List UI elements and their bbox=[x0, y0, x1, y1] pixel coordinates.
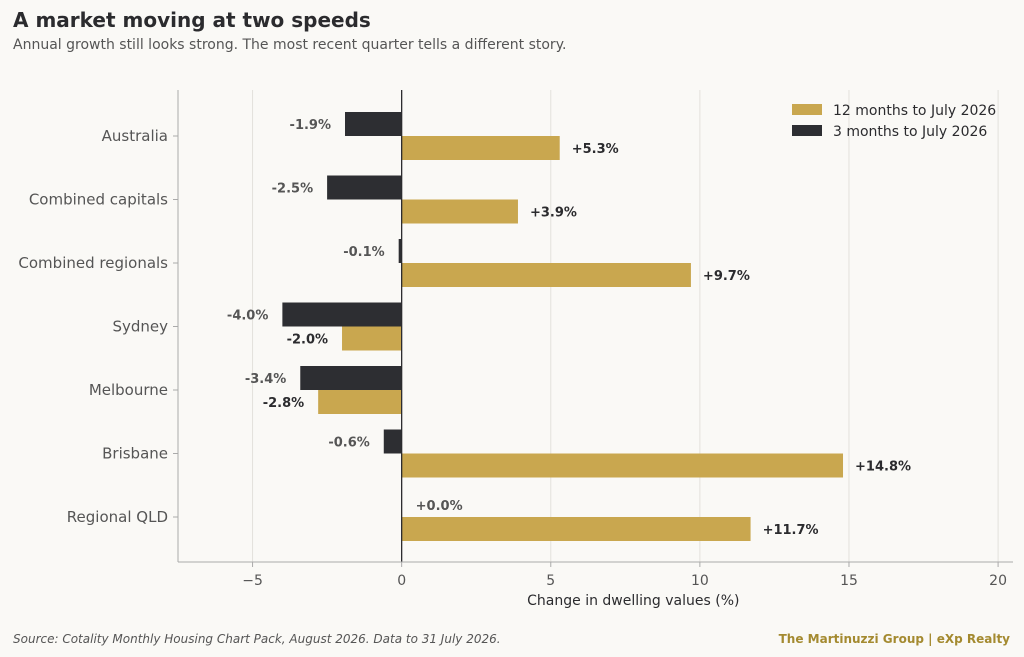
bar-12m-bar-6 bbox=[401, 517, 751, 541]
category-label-2: Combined regionals bbox=[18, 254, 168, 272]
bar-12m-bar-3 bbox=[342, 326, 402, 351]
bar-12m-bar-5 bbox=[401, 453, 844, 478]
bar-12m-bar-4 bbox=[318, 390, 402, 414]
bar-12m-bar-1 bbox=[401, 199, 518, 224]
grid-lines bbox=[252, 90, 999, 562]
bar-3m-bar-0 bbox=[345, 112, 402, 136]
x-tick-label-4: 15 bbox=[840, 573, 858, 589]
category-label-1: Combined capitals bbox=[29, 191, 168, 209]
legend-swatch-0 bbox=[792, 104, 822, 115]
x-axis-label: Change in dwelling values (%) bbox=[527, 593, 739, 609]
legend-label-1: 3 months to July 2026 bbox=[833, 124, 987, 140]
data-label-3m-0: -1.9% bbox=[290, 118, 331, 133]
brand-credit: The Martinuzzi Group | eXp Realty bbox=[778, 632, 1010, 646]
bar-12m-bar-2 bbox=[401, 263, 691, 287]
bars bbox=[282, 112, 844, 541]
bar-3m-bar-5 bbox=[383, 429, 402, 454]
data-labels: +5.3% -1.9% +3.9% -2.5% +9.7% -0.1% -2.0% -4.0%… bbox=[227, 118, 911, 538]
data-label-3m-4: -3.4% bbox=[245, 372, 286, 387]
data-label-12m-2: +9.7% bbox=[703, 269, 750, 284]
bar-3m-bar-1 bbox=[327, 175, 402, 200]
data-label-3m-2: -0.1% bbox=[343, 245, 384, 260]
legend-label-0: 12 months to July 2026 bbox=[833, 103, 996, 119]
category-label-5: Brisbane bbox=[102, 445, 168, 463]
data-label-12m-5: +14.8% bbox=[855, 460, 911, 475]
bar-3m-bar-4 bbox=[300, 366, 402, 390]
x-tick-label-2: 5 bbox=[546, 573, 555, 589]
data-label-12m-1: +3.9% bbox=[530, 206, 577, 221]
source-note: Source: Cotality Monthly Housing Chart P… bbox=[13, 632, 501, 646]
category-label-4: Melbourne bbox=[89, 381, 168, 399]
category-label-0: Australia bbox=[102, 127, 168, 145]
category-label-6: Regional QLD bbox=[67, 508, 168, 526]
bar-3m-bar-3 bbox=[282, 302, 402, 327]
category-label-3: Sydney bbox=[112, 318, 168, 336]
data-label-3m-6: +0.0% bbox=[416, 499, 463, 514]
data-label-3m-1: -2.5% bbox=[272, 182, 313, 197]
data-label-12m-4: -2.8% bbox=[263, 396, 304, 411]
x-tick-label-5: 20 bbox=[989, 573, 1007, 589]
data-label-12m-0: +5.3% bbox=[572, 142, 619, 157]
chart-subtitle: Annual growth still looks strong. The mo… bbox=[13, 37, 567, 53]
data-label-12m-6: +11.7% bbox=[763, 523, 819, 538]
bar-12m-bar-0 bbox=[401, 136, 560, 160]
bar-3m-bar-2 bbox=[398, 239, 402, 263]
chart-title: A market moving at two speeds bbox=[13, 8, 371, 32]
data-label-12m-3: -2.0% bbox=[287, 333, 328, 348]
legend-swatch-1 bbox=[792, 125, 822, 136]
x-tick-label-1: 0 bbox=[397, 573, 406, 589]
legend: 12 months to July 2026 3 months to July 2… bbox=[792, 103, 996, 140]
data-label-3m-5: -0.6% bbox=[328, 436, 369, 451]
x-tick-label-0: −5 bbox=[242, 573, 263, 589]
data-label-3m-3: -4.0% bbox=[227, 309, 268, 324]
x-tick-label-3: 10 bbox=[691, 573, 709, 589]
axes: −5 0 5 10 15 20 Change in dwelling values (%) A… bbox=[18, 90, 1013, 609]
